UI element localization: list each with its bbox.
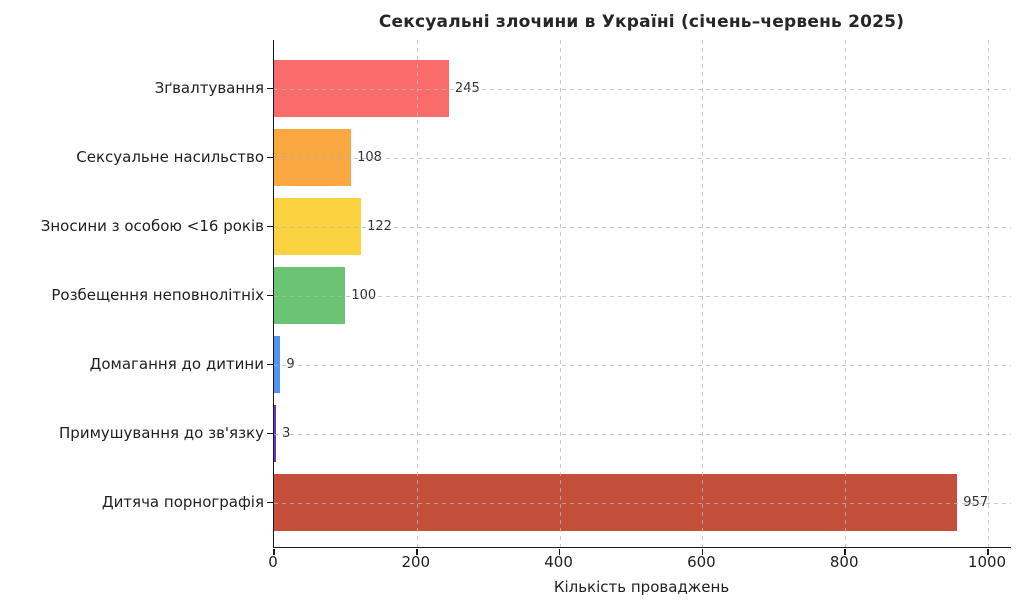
y-tick-mark (267, 87, 273, 90)
y-tick-mark (267, 294, 273, 297)
bar-value-label: 100 (351, 288, 377, 303)
x-tick-label: 1000 (967, 553, 1007, 571)
bar-7 (274, 474, 958, 531)
y-tick-mark (267, 501, 273, 504)
bar-row: 3 (274, 399, 1011, 468)
bar-value-label: 957 (963, 495, 989, 510)
y-axis-label-2: Сексуальне насильство (76, 148, 264, 166)
bar-row: 100 (274, 261, 1011, 330)
y-axis-label-7: Дитяча порнографія (101, 493, 264, 511)
x-tick-mark (273, 549, 275, 555)
bar-4 (274, 267, 346, 324)
x-tick-mark (558, 549, 561, 555)
bar-6 (274, 405, 277, 462)
y-axis-category-labels: Зґвалтування Сексуальне насильство Зносини… (0, 40, 264, 547)
bar-value-label: 3 (282, 426, 291, 441)
bar-row: 245 (274, 54, 1011, 123)
x-tick-mark (844, 549, 846, 555)
x-tick-mark (987, 549, 989, 555)
bar-row: 122 (274, 192, 1011, 261)
bar-2 (274, 129, 352, 186)
bar-row: 108 (274, 123, 1011, 192)
bar-1 (274, 60, 449, 117)
bar-row: 957 (274, 468, 1011, 537)
y-tick-mark (267, 432, 273, 435)
x-tick-label: 600 (687, 553, 716, 571)
x-tick-label: 200 (401, 553, 431, 571)
plot-area: 245 108 122 100 9 3 957 (267, 40, 1011, 555)
bar-5 (274, 336, 281, 393)
bar-3 (274, 198, 362, 255)
y-axis-label-3: Зносини з особою <16 років (40, 217, 264, 235)
bar-value-label: 9 (286, 357, 295, 372)
y-axis-label-5: Домагання до дитини (89, 355, 264, 373)
bar-value-label: 245 (454, 81, 480, 96)
x-tick-label: 800 (829, 553, 859, 571)
x-tick-mark (701, 549, 704, 555)
y-tick-mark (267, 156, 273, 159)
x-tick-label: 400 (544, 553, 573, 571)
bar-value-label: 108 (357, 150, 382, 165)
x-tick-mark (416, 549, 418, 555)
y-axis-label-1: Зґвалтування (154, 79, 264, 97)
y-tick-mark (267, 363, 273, 366)
y-tick-mark (267, 225, 273, 228)
bar-row: 9 (274, 330, 1011, 399)
axis-ticks (267, 40, 1011, 555)
x-axis-label: Кількість проваджень (553, 578, 730, 596)
y-axis-label-4: Розбещення неповнолітніх (51, 286, 264, 304)
bar-value-label: 122 (367, 219, 392, 234)
chart-title: Сексуальні злочини в Україні (січень–чер… (378, 12, 905, 32)
y-axis-label-6: Примушування до зв'язку (59, 424, 264, 442)
bars-container: 245 108 122 100 9 3 957 (274, 40, 1011, 547)
x-tick-label: 0 (268, 553, 278, 571)
